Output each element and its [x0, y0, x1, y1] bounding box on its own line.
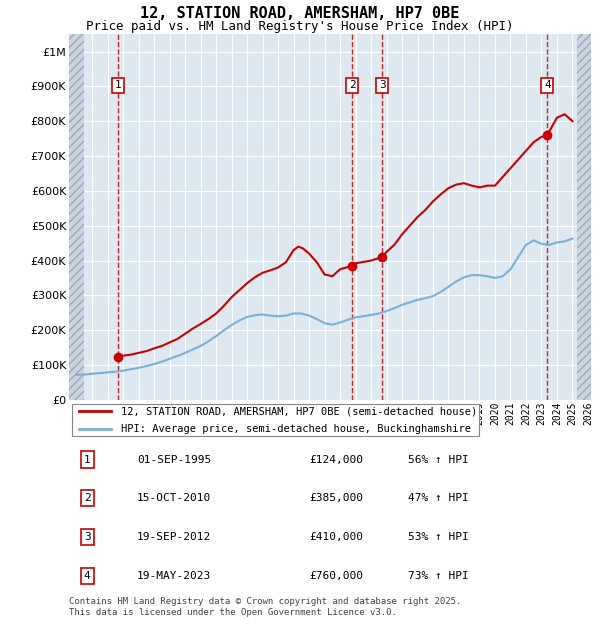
Text: Contains HM Land Registry data © Crown copyright and database right 2025.
This d: Contains HM Land Registry data © Crown c…	[69, 598, 461, 617]
Text: 3: 3	[84, 532, 91, 542]
Text: 01-SEP-1995: 01-SEP-1995	[137, 454, 211, 464]
Text: 56% ↑ HPI: 56% ↑ HPI	[409, 454, 469, 464]
Text: 4: 4	[544, 81, 551, 91]
Text: 19-SEP-2012: 19-SEP-2012	[137, 532, 211, 542]
Text: 47% ↑ HPI: 47% ↑ HPI	[409, 494, 469, 503]
Text: 73% ↑ HPI: 73% ↑ HPI	[409, 571, 469, 581]
Text: 1: 1	[84, 454, 91, 464]
Text: 12, STATION ROAD, AMERSHAM, HP7 0BE: 12, STATION ROAD, AMERSHAM, HP7 0BE	[140, 6, 460, 21]
Text: 19-MAY-2023: 19-MAY-2023	[137, 571, 211, 581]
Text: £124,000: £124,000	[309, 454, 363, 464]
Text: 3: 3	[379, 81, 386, 91]
Text: 4: 4	[84, 571, 91, 581]
Text: Price paid vs. HM Land Registry's House Price Index (HPI): Price paid vs. HM Land Registry's House …	[86, 20, 514, 33]
Text: 2: 2	[349, 81, 356, 91]
Text: £760,000: £760,000	[309, 571, 363, 581]
Text: 2: 2	[84, 494, 91, 503]
Text: HPI: Average price, semi-detached house, Buckinghamshire: HPI: Average price, semi-detached house,…	[121, 424, 471, 434]
Text: 15-OCT-2010: 15-OCT-2010	[137, 494, 211, 503]
Text: 12, STATION ROAD, AMERSHAM, HP7 0BE (semi-detached house): 12, STATION ROAD, AMERSHAM, HP7 0BE (sem…	[121, 406, 478, 416]
Bar	[69, 34, 85, 400]
FancyBboxPatch shape	[71, 404, 479, 436]
Bar	[577, 34, 591, 400]
Text: £410,000: £410,000	[309, 532, 363, 542]
Text: £385,000: £385,000	[309, 494, 363, 503]
Text: 1: 1	[115, 81, 121, 91]
Text: 53% ↑ HPI: 53% ↑ HPI	[409, 532, 469, 542]
